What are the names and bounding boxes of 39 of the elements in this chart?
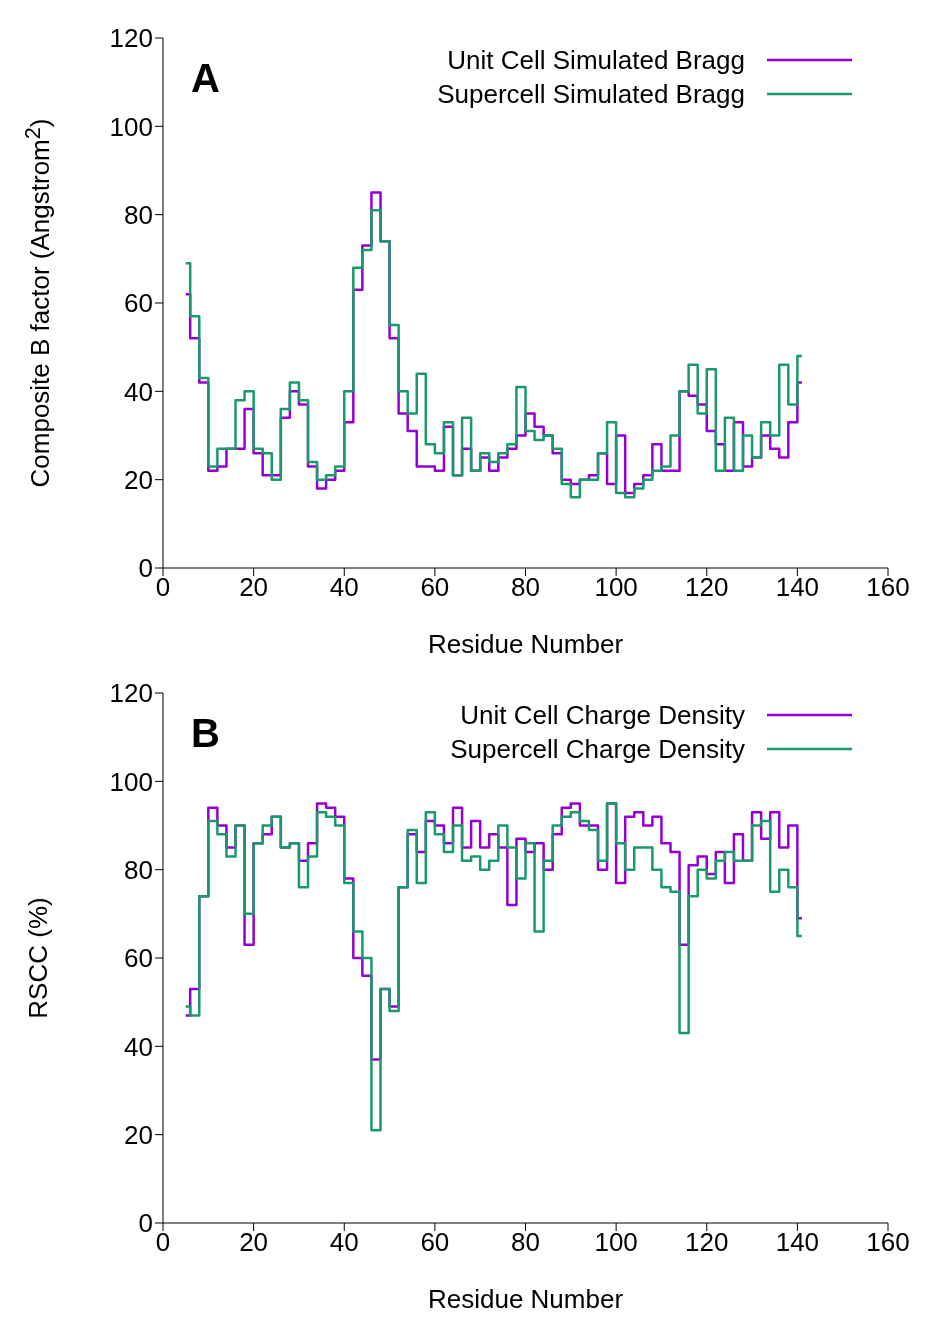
y-tick-label: 20 — [124, 464, 153, 495]
legend-label: Unit Cell Charge Density — [460, 699, 745, 731]
x-tick-label: 100 — [594, 1227, 638, 1258]
x-tick-label: 140 — [775, 572, 820, 603]
y-tick-label: 80 — [124, 854, 153, 885]
annotation: B — [191, 711, 220, 756]
x-tick-label: 80 — [511, 1227, 540, 1258]
x-tick-label: 60 — [420, 1227, 450, 1258]
x-tick-label: 120 — [685, 1227, 729, 1258]
y-tick-label: 80 — [124, 199, 153, 230]
legend-label: Unit Cell Simulated Bragg — [447, 44, 745, 76]
y-tick-label: 20 — [124, 1119, 153, 1150]
y-tick-label: 100 — [109, 766, 153, 797]
x-tick-label: 40 — [329, 572, 359, 603]
x-tick-label: 80 — [511, 572, 540, 603]
annotation: A — [191, 56, 220, 101]
y-tick-label: 40 — [124, 1031, 153, 1062]
legend-label: Supercell Charge Density — [450, 733, 745, 765]
y-tick-label: 0 — [138, 1208, 153, 1239]
y-tick-label: 100 — [109, 111, 153, 142]
x-tick-label: 20 — [239, 572, 269, 603]
x-tick-label: 160 — [866, 1227, 910, 1258]
x-tick-label: 100 — [594, 572, 638, 603]
x-tick-label: 140 — [775, 1227, 820, 1258]
x-tick-label: 20 — [239, 1227, 269, 1258]
y-tick-label: 40 — [124, 376, 153, 407]
x-tick-label: 40 — [329, 1227, 359, 1258]
y-tick-label: 120 — [109, 23, 153, 54]
y-axis-title: RSCC (%) — [22, 897, 54, 1019]
x-tick-label: 60 — [420, 572, 450, 603]
x-axis-title: Residue Number — [427, 629, 624, 659]
x-axis-title: Residue Number — [427, 1284, 624, 1314]
y-tick-label: 0 — [138, 553, 153, 584]
legend-label: Supercell Simulated Bragg — [437, 78, 745, 110]
x-tick-label: 160 — [866, 572, 910, 603]
y-tick-label: 60 — [124, 943, 153, 974]
y-tick-label: 60 — [124, 288, 153, 319]
x-tick-label: 120 — [685, 572, 729, 603]
y-tick-label: 120 — [109, 678, 153, 709]
